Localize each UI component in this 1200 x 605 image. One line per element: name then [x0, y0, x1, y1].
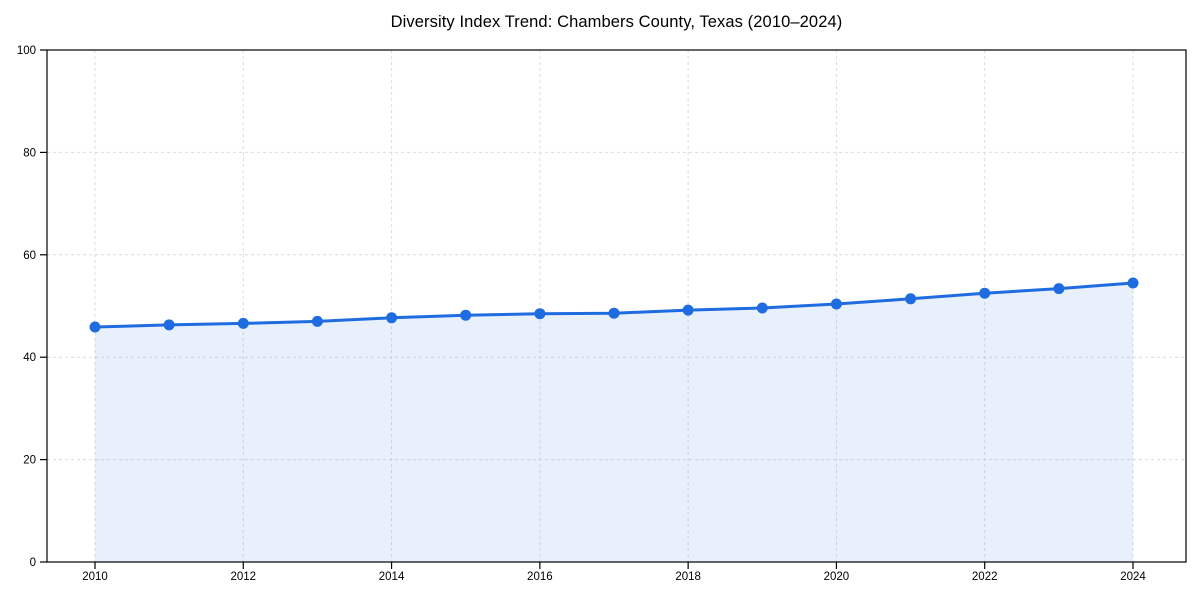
data-point — [830, 298, 842, 310]
data-point — [311, 315, 323, 327]
data-point — [979, 287, 991, 299]
x-tick-label: 2014 — [379, 571, 405, 583]
area-fill — [95, 283, 1133, 562]
x-tick-label: 2024 — [1120, 571, 1146, 583]
data-point — [682, 304, 694, 316]
y-tick-label: 40 — [23, 352, 36, 364]
x-tick-label: 2022 — [972, 571, 998, 583]
y-tick-label: 0 — [30, 557, 36, 569]
data-point — [534, 308, 546, 320]
x-tick-label: 2010 — [82, 571, 108, 583]
plot-border — [46, 49, 1187, 563]
y-tick-label: 100 — [17, 45, 36, 57]
x-tick-label: 2012 — [230, 571, 256, 583]
data-point — [386, 312, 398, 324]
y-tick-label: 20 — [23, 455, 36, 467]
x-tick-label: 2016 — [527, 571, 553, 583]
x-tick-label: 2018 — [675, 571, 701, 583]
x-tick-label: 2020 — [824, 571, 850, 583]
y-tick-label: 80 — [23, 147, 36, 159]
chart-title: Diversity Index Trend: Chambers County, … — [390, 13, 843, 31]
data-point — [460, 309, 472, 321]
data-point — [756, 302, 768, 314]
data-point — [1053, 283, 1065, 295]
y-tick-label: 60 — [23, 250, 36, 262]
data-point — [89, 321, 101, 333]
data-point — [905, 293, 917, 305]
data-point — [608, 307, 620, 319]
data-point — [1127, 277, 1139, 289]
data-point — [163, 319, 175, 331]
data-point — [237, 317, 249, 329]
